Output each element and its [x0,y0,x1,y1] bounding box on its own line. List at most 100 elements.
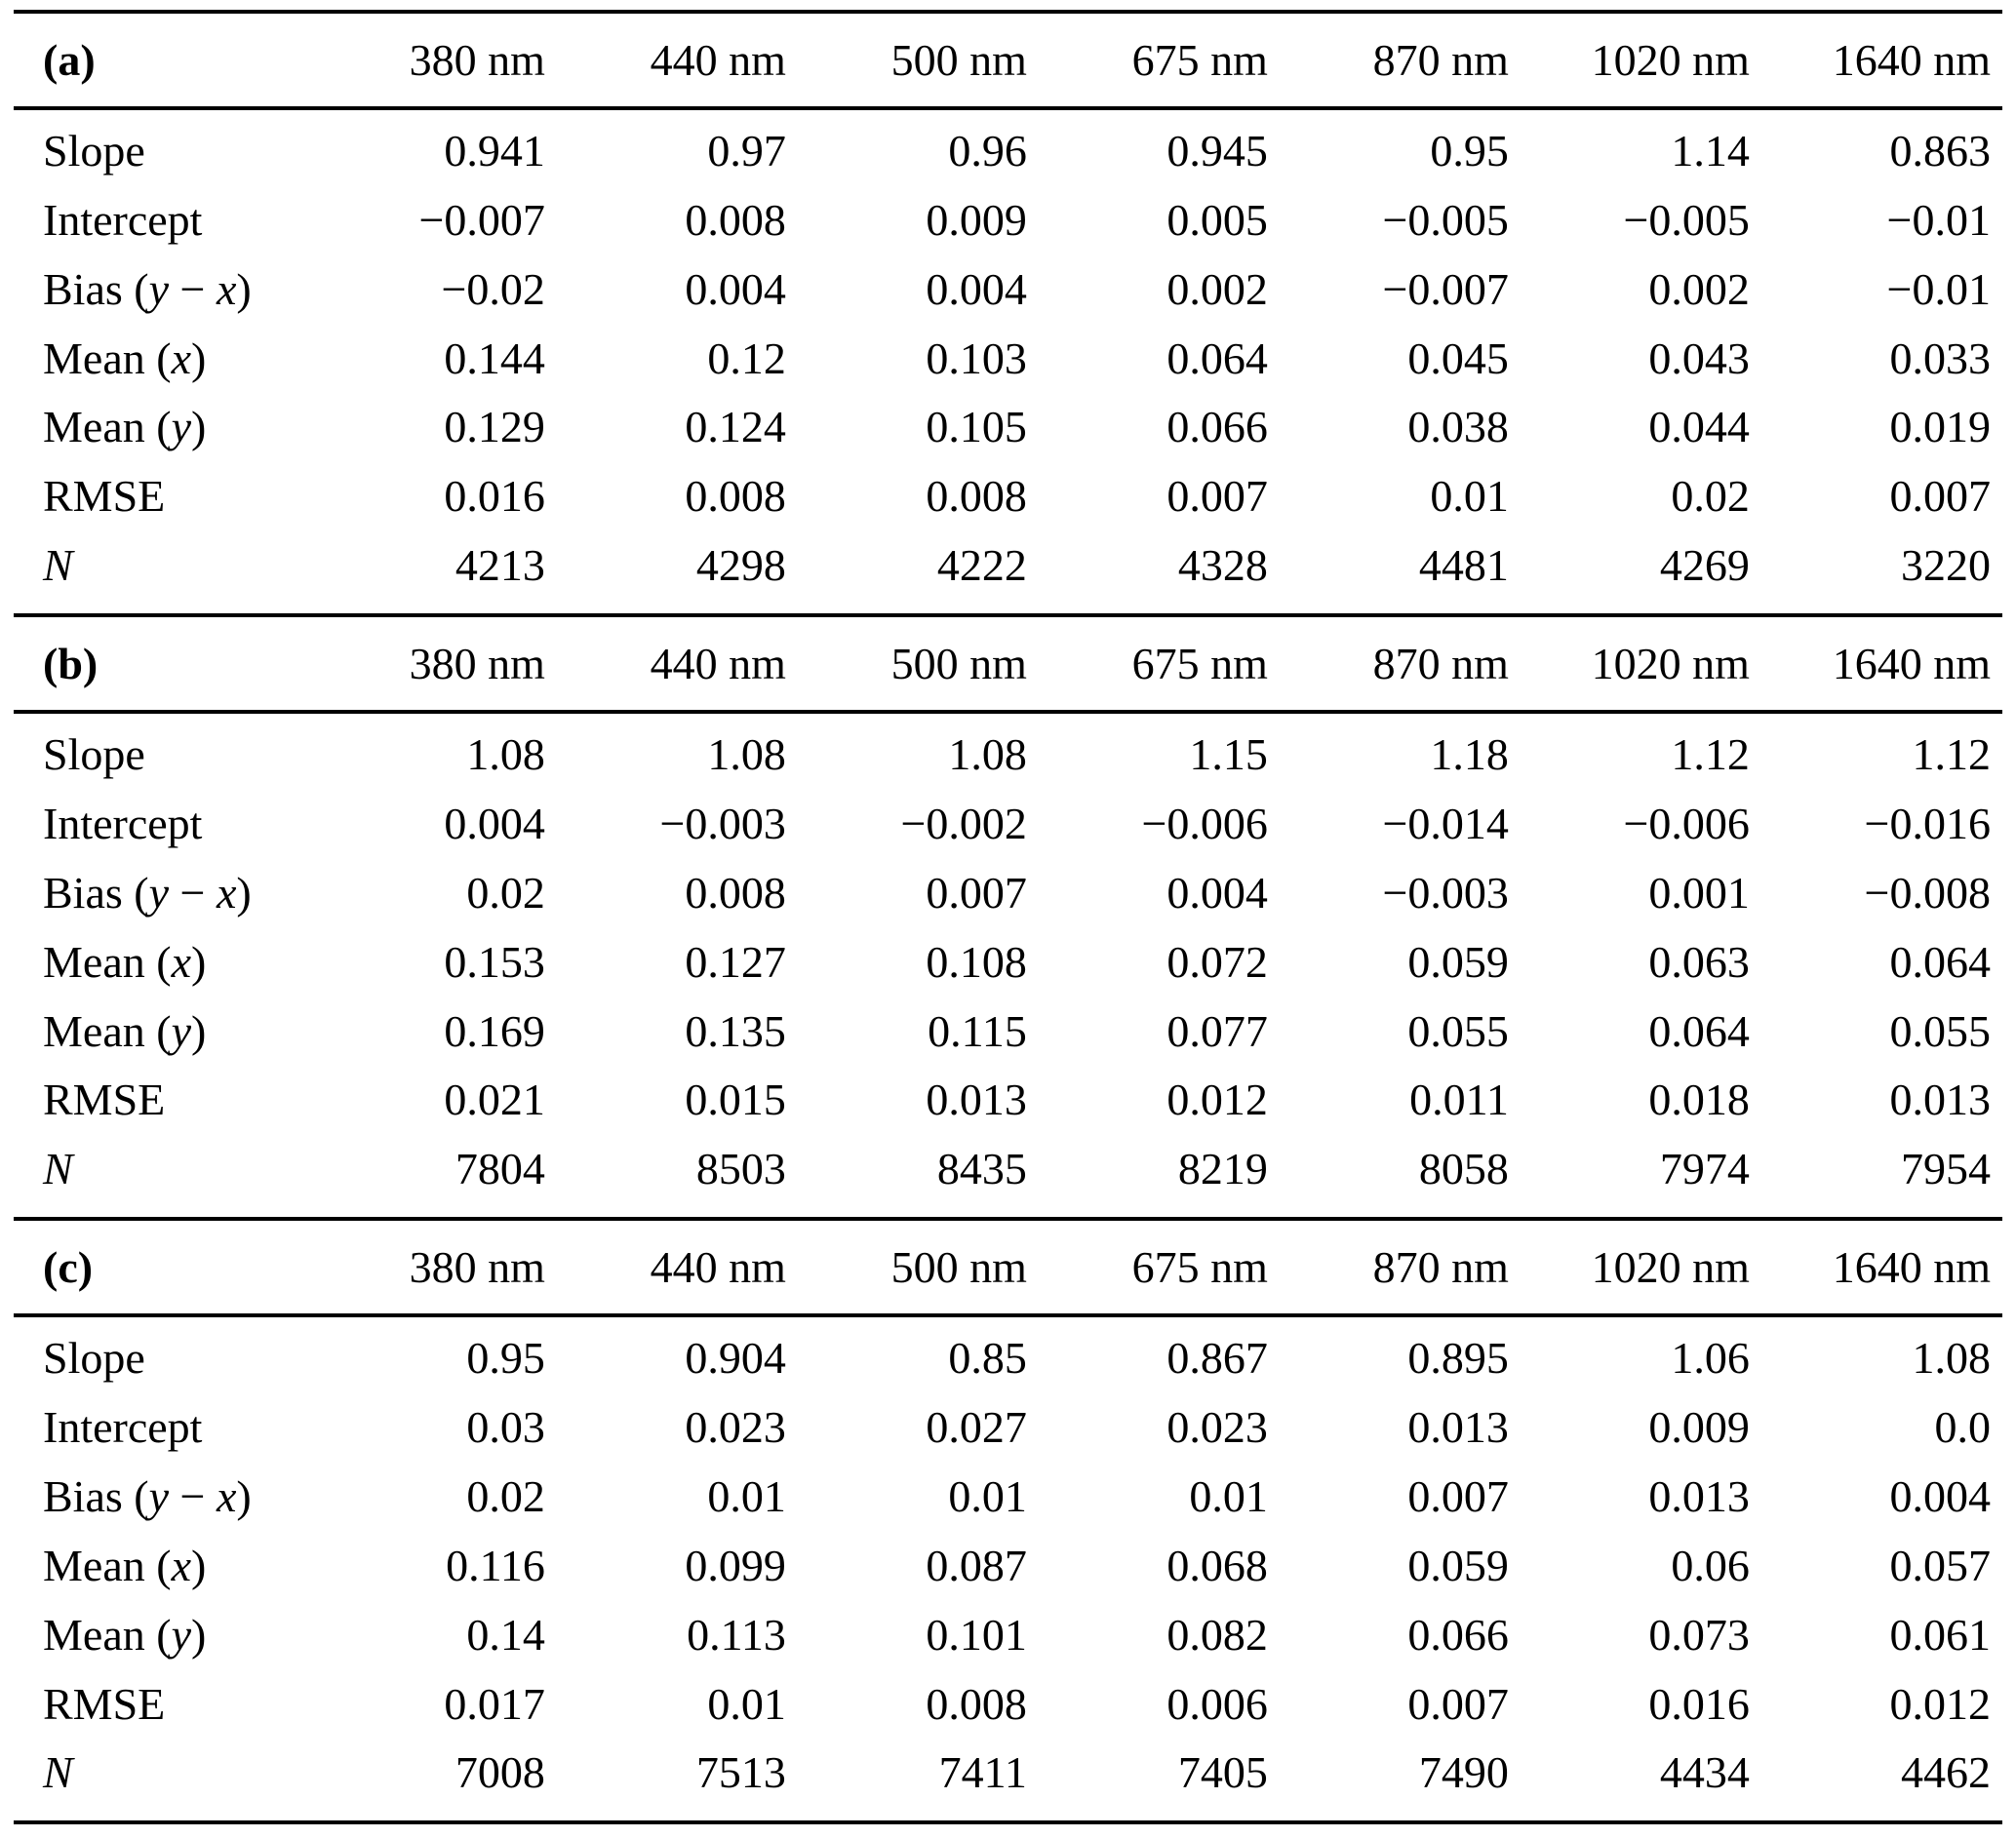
value-cell: 0.004 [685,263,786,314]
wavelength-column-header: 675 nm [1038,10,1280,110]
math-variable: x [216,263,237,314]
math-variable: y [171,1609,191,1660]
value-cell: 0.867 [1166,1333,1268,1384]
value-cell: 0.002 [1648,263,1750,314]
table-row: Mean (x) 0.116 0.099 0.087 0.068 0.059 0.06 0.0… [14,1532,2002,1601]
value-cell: 7974 [1659,1144,1750,1194]
row-label: RMSE [14,1066,316,1135]
section-header-row: (b) 380 nm 440 nm 500 nm 675 nm 870 nm 1020 nm… [14,613,2002,715]
row-label: Mean (y) [14,997,316,1067]
row-label-text: ) [190,1540,207,1590]
row-label-text: RMSE [43,1678,166,1729]
value-cell: 0.129 [444,402,545,452]
value-cell: 0.116 [446,1540,545,1590]
value-cell: −0.014 [1382,798,1509,848]
value-cell: −0.01 [1886,263,1991,314]
table-row: Mean (y) 0.14 0.113 0.101 0.082 0.066 0.073 0.0… [14,1601,2002,1670]
value-cell: 1.08 [466,729,545,780]
table-row: N 7008 7513 7411 7405 7490 4434 4462 [14,1739,2002,1822]
value-cell: 0.108 [926,936,1027,987]
value-cell: −0.008 [1864,867,1991,918]
row-label: RMSE [14,462,316,531]
row-label: Intercept [14,186,316,255]
row-label-text: Mean ( [43,1005,172,1056]
value-cell: 1.18 [1430,729,1509,780]
value-cell: 0.017 [444,1678,545,1729]
value-cell: 7804 [455,1144,545,1194]
value-cell: 8058 [1418,1144,1509,1194]
value-cell: 4328 [1177,540,1268,591]
value-cell: 0.011 [1409,1075,1509,1125]
math-variable: N [43,1144,73,1194]
value-cell: 0.087 [926,1540,1027,1590]
table-section: (a) 380 nm 440 nm 500 nm 675 nm 870 nm 1020 nm… [14,10,2002,615]
value-cell: 0.101 [926,1609,1027,1660]
value-cell: 0.073 [1648,1609,1750,1660]
wavelength-column-header: 1640 nm [1760,613,2002,715]
value-cell: 0.863 [1889,125,1992,176]
value-cell: 0.115 [928,1005,1027,1056]
value-cell: 4462 [1901,1747,1991,1798]
value-cell: 0.169 [444,1005,545,1056]
value-cell: 0.057 [1889,1540,1992,1590]
wavelength-column-header: 500 nm [797,1217,1039,1318]
value-cell: 4213 [455,540,545,591]
value-cell: −0.003 [659,798,786,848]
value-cell: 7008 [455,1747,545,1798]
value-cell: 0.941 [444,125,545,176]
value-cell: 0.95 [466,1333,545,1384]
row-label: Mean (x) [14,1532,316,1601]
row-label: Mean (x) [14,928,316,997]
value-cell: 1.08 [948,729,1027,780]
value-cell: 0.063 [1648,936,1750,987]
row-label: Intercept [14,790,316,859]
value-cell: 0.008 [685,867,786,918]
value-cell: 0.013 [1407,1402,1509,1453]
row-label-text: ) [190,402,207,452]
row-label-text: Slope [43,1333,145,1384]
value-cell: −0.005 [1382,194,1509,245]
wavelength-column-header: 1640 nm [1760,1217,2002,1318]
table-section: (c) 380 nm 440 nm 500 nm 675 nm 870 nm 1020 nm… [14,1217,2002,1822]
value-cell: 0.12 [707,332,786,383]
value-cell: 0.06 [1671,1540,1750,1590]
row-label-text: Mean ( [43,1540,172,1590]
value-cell: 1.15 [1189,729,1268,780]
value-cell: 0.004 [1166,867,1268,918]
value-cell: 0.082 [1166,1609,1268,1660]
value-cell: 4269 [1659,540,1750,591]
value-cell: 0.066 [1166,402,1268,452]
row-label: Slope [14,712,316,790]
value-cell: 0.009 [1648,1402,1750,1453]
table-row: N 4213 4298 4222 4328 4481 4269 3220 [14,531,2002,615]
value-cell: 0.059 [1407,1540,1509,1590]
value-cell: 0.064 [1166,332,1268,383]
row-label-text: Bias ( [43,867,149,918]
value-cell: 0.059 [1407,936,1509,987]
row-label-text: Intercept [43,1402,203,1453]
math-variable: x [216,1470,237,1521]
value-cell: 0.96 [948,125,1027,176]
value-cell: 0.97 [707,125,786,176]
wavelength-column-header: 870 nm [1279,613,1521,715]
wavelength-column-header: 500 nm [797,613,1039,715]
value-cell: −0.02 [441,263,545,314]
row-label-text: Bias ( [43,1470,149,1521]
value-cell: 0.004 [444,798,545,848]
value-cell: 0.064 [1889,936,1992,987]
value-cell: 1.08 [1912,1333,1992,1384]
value-cell: −0.002 [900,798,1027,848]
row-label-text: RMSE [43,1075,166,1125]
row-label-text: Mean ( [43,1609,172,1660]
value-cell: 0.85 [948,1333,1027,1384]
table-row: Mean (y) 0.169 0.135 0.115 0.077 0.055 0.064 0.… [14,997,2002,1067]
value-cell: 0.012 [1889,1678,1992,1729]
wavelength-column-header: 380 nm [315,10,557,110]
value-cell: 0.02 [1671,471,1750,522]
value-cell: 0.005 [1166,194,1268,245]
row-label-text: Slope [43,729,145,780]
row-label: Slope [14,108,316,186]
wavelength-column-header: 1020 nm [1520,1217,1761,1318]
value-cell: −0.007 [418,194,545,245]
value-cell: 1.06 [1671,1333,1750,1384]
